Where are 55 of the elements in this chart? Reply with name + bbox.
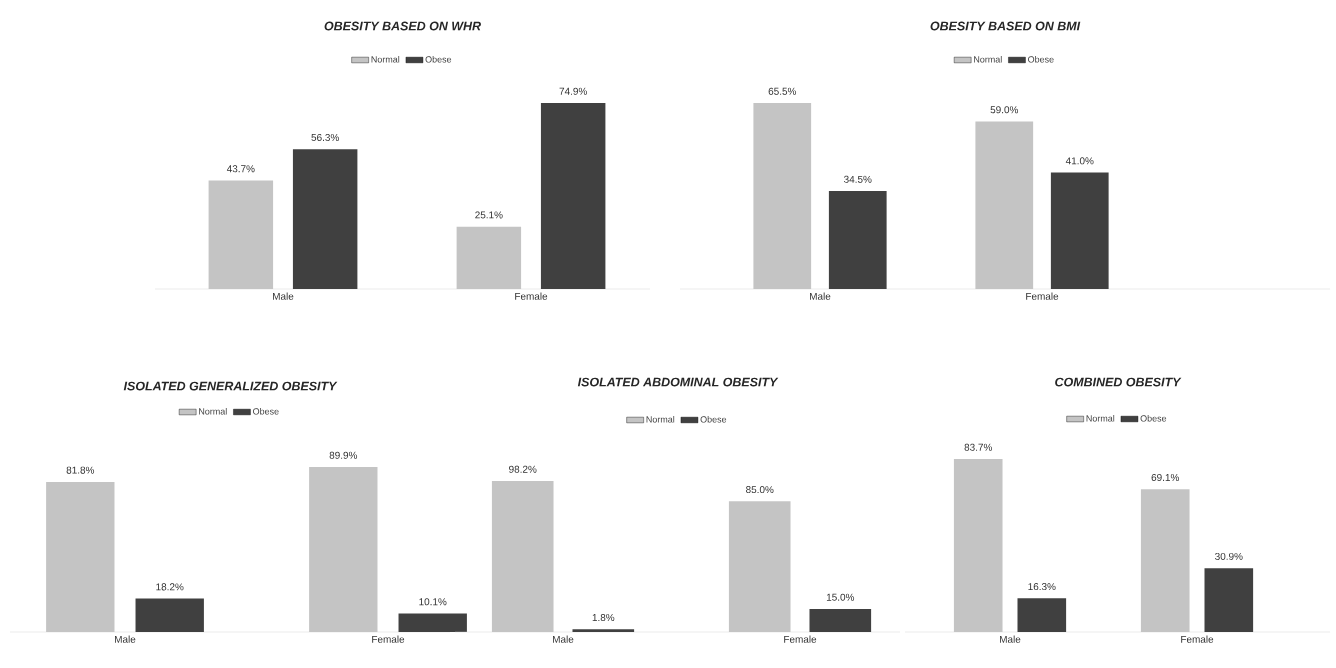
data-label: 25.1% bbox=[475, 211, 503, 219]
chart-title: ISOLATED GENERALIZED OBESITY bbox=[123, 381, 338, 391]
legend-label: Normal bbox=[1086, 415, 1115, 422]
x-tick-label: Female bbox=[1026, 292, 1059, 300]
data-label: 74.9% bbox=[559, 87, 587, 95]
data-label: 85.0% bbox=[746, 486, 774, 494]
data-label: 41.0% bbox=[1065, 157, 1094, 165]
legend-label: Normal bbox=[646, 416, 675, 423]
chart-title: COMBINED OBESITY bbox=[1055, 377, 1182, 387]
legend-label: Obese bbox=[700, 416, 727, 423]
data-label: 69.1% bbox=[1151, 473, 1179, 481]
bar bbox=[398, 613, 467, 633]
legend-label: Obese bbox=[1028, 56, 1054, 63]
legend-label: Obese bbox=[425, 56, 452, 63]
bar bbox=[828, 191, 887, 289]
legend-label: Obese bbox=[253, 408, 279, 415]
x-tick-label: Female bbox=[515, 292, 548, 300]
legend-label: Normal bbox=[371, 56, 400, 63]
data-label: 10.1% bbox=[419, 598, 447, 606]
legend-label: Obese bbox=[1140, 415, 1167, 422]
data-label: 30.9% bbox=[1215, 552, 1243, 560]
bar bbox=[135, 598, 204, 633]
x-tick-label: Female bbox=[1181, 635, 1214, 643]
data-label: 59.0% bbox=[990, 106, 1019, 114]
bar bbox=[540, 103, 606, 289]
data-label: 65.5% bbox=[768, 87, 797, 95]
data-label: 83.7% bbox=[964, 443, 992, 451]
bar bbox=[292, 149, 358, 289]
bar bbox=[572, 629, 635, 633]
data-label: 34.5% bbox=[844, 175, 872, 183]
bar bbox=[1050, 172, 1109, 289]
x-tick-label: Male bbox=[1000, 635, 1021, 643]
data-label: 1.8% bbox=[592, 613, 615, 622]
chart-title: OBESITY BASED ON BMI bbox=[930, 21, 1081, 31]
data-label: 15.0% bbox=[826, 593, 855, 601]
chart-title: OBESITY BASED ON WHR bbox=[324, 21, 481, 31]
bar bbox=[1204, 568, 1254, 633]
data-label: 56.3% bbox=[311, 133, 339, 141]
data-label: 43.7% bbox=[226, 165, 255, 173]
x-tick-label: Male bbox=[553, 635, 574, 643]
x-tick-label: Female bbox=[784, 635, 817, 643]
x-tick-label: Male bbox=[810, 292, 831, 300]
data-label: 89.9% bbox=[329, 451, 358, 459]
x-tick-label: Female bbox=[372, 635, 405, 643]
data-label: 98.2% bbox=[509, 465, 537, 473]
legend-label: Normal bbox=[974, 56, 1002, 63]
bar bbox=[1017, 598, 1067, 633]
chart-title: ISOLATED ABDOMINAL OBESITY bbox=[577, 377, 779, 387]
x-tick-label: Male bbox=[273, 292, 294, 300]
data-label: 81.8% bbox=[66, 466, 95, 474]
x-tick-label: Male bbox=[115, 635, 136, 643]
data-label: 16.3% bbox=[1028, 583, 1056, 591]
data-label: 18.2% bbox=[156, 583, 184, 591]
bar bbox=[809, 608, 872, 633]
legend-label: Normal bbox=[199, 408, 227, 415]
